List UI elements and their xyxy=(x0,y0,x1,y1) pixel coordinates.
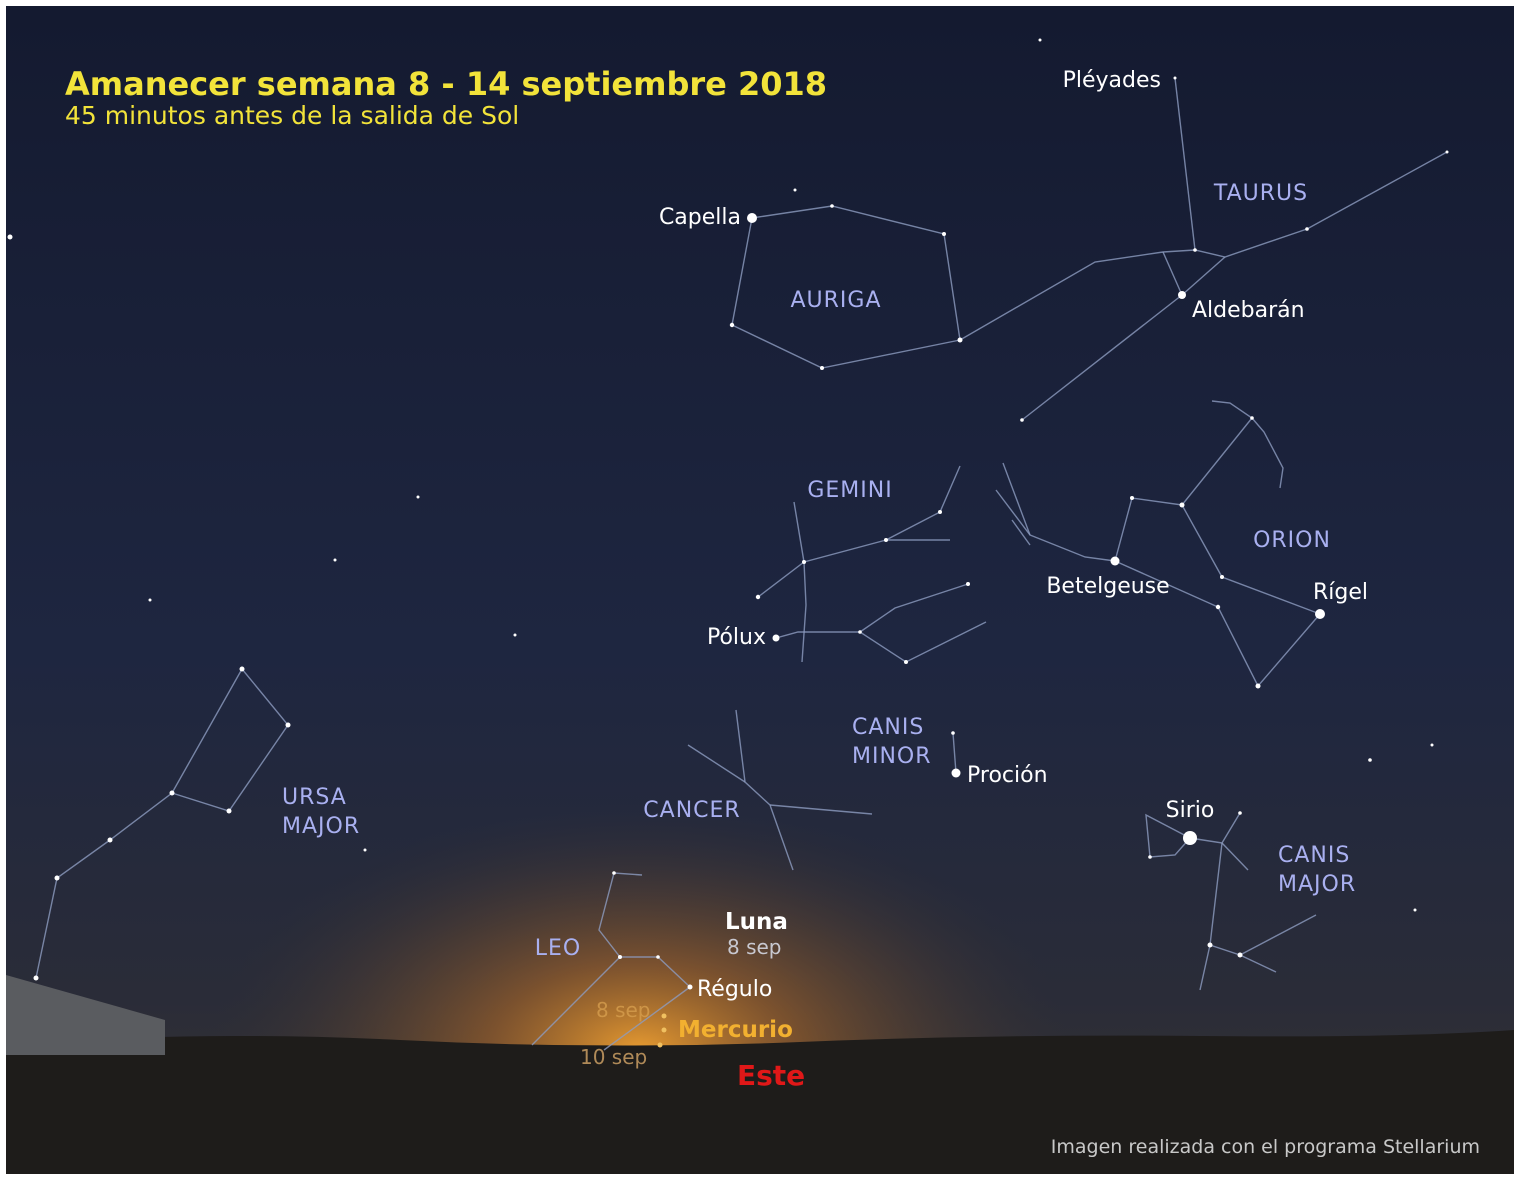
label-line: URSA xyxy=(282,785,347,810)
constellation-label: TAURUS xyxy=(1213,181,1308,206)
star-label: Capella xyxy=(659,205,741,230)
direction-label: Este xyxy=(737,1059,805,1092)
label-line: CANIS xyxy=(852,715,924,740)
constellation-label: CANCER xyxy=(643,798,740,823)
label-line: MAJOR xyxy=(282,814,360,839)
star-label: Pléyades xyxy=(1063,68,1161,93)
mercury-date: 10 sep xyxy=(580,1045,647,1069)
moon-label: Luna xyxy=(725,909,788,935)
constellation-label: ORION xyxy=(1253,528,1331,553)
star-label: Régulo xyxy=(697,977,772,1002)
mercury-label: Mercurio xyxy=(678,1017,793,1043)
star-label: Rígel xyxy=(1313,580,1368,605)
star-label: Aldebarán xyxy=(1192,298,1305,323)
star-label: Pólux xyxy=(707,625,766,650)
label-line: MINOR xyxy=(852,744,932,769)
label-line: CANIS xyxy=(1278,843,1350,868)
star-label: Proción xyxy=(967,763,1048,788)
page: {"header": {"title": "Amanecer semana 8 … xyxy=(0,0,1520,1180)
moon-date: 8 sep xyxy=(727,935,782,959)
mercury-date: 8 sep xyxy=(596,998,651,1022)
subtitle: 45 minutos antes de la salida de Sol xyxy=(65,101,519,130)
constellation-label: LEO xyxy=(535,936,581,961)
star-label: Sirio xyxy=(1166,798,1215,823)
star-label: Betelgeuse xyxy=(1046,574,1169,599)
constellation-label: AURIGA xyxy=(790,288,881,313)
sky-map: Amanecer semana 8 - 14 septiembre 2018 4… xyxy=(0,0,1520,1180)
constellation-label: GEMINI xyxy=(807,478,892,503)
title: Amanecer semana 8 - 14 septiembre 2018 xyxy=(65,65,827,103)
label-line: MAJOR xyxy=(1278,872,1356,897)
credit: Imagen realizada con el programa Stellar… xyxy=(1051,1136,1480,1158)
